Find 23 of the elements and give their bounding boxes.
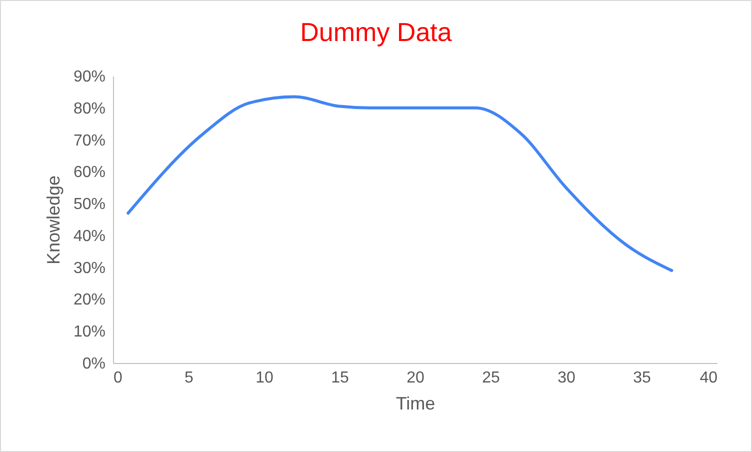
y-tick-label: 70% <box>73 132 106 150</box>
x-tick-label: 35 <box>633 370 651 386</box>
y-tick-label: 50% <box>73 196 106 214</box>
line-series <box>126 95 674 272</box>
x-tick-label: 5 <box>184 370 194 386</box>
y-tick-label: 60% <box>73 164 106 182</box>
x-tick-label: 15 <box>331 370 349 386</box>
x-tick-label: 0 <box>114 370 122 386</box>
y-axis-title: Knowledge <box>43 175 64 265</box>
x-axis-title: Time <box>396 394 436 414</box>
y-tick-label: 80% <box>73 100 106 118</box>
x-tick-label: 30 <box>558 370 576 386</box>
chart-title: Dummy Data <box>299 17 453 48</box>
y-tick-label: 10% <box>73 324 106 341</box>
y-tick-label: 90% <box>73 68 106 86</box>
x-tick-label: 25 <box>482 370 500 386</box>
x-tick-label: 40 <box>700 370 718 386</box>
x-tick-label: 20 <box>406 370 424 386</box>
x-tick-label: 10 <box>256 370 274 386</box>
y-tick-label: 30% <box>73 260 106 277</box>
y-tick-label: 40% <box>73 228 106 245</box>
y-tick-label: 20% <box>73 292 106 309</box>
y-tick-label: 0% <box>82 356 106 372</box>
